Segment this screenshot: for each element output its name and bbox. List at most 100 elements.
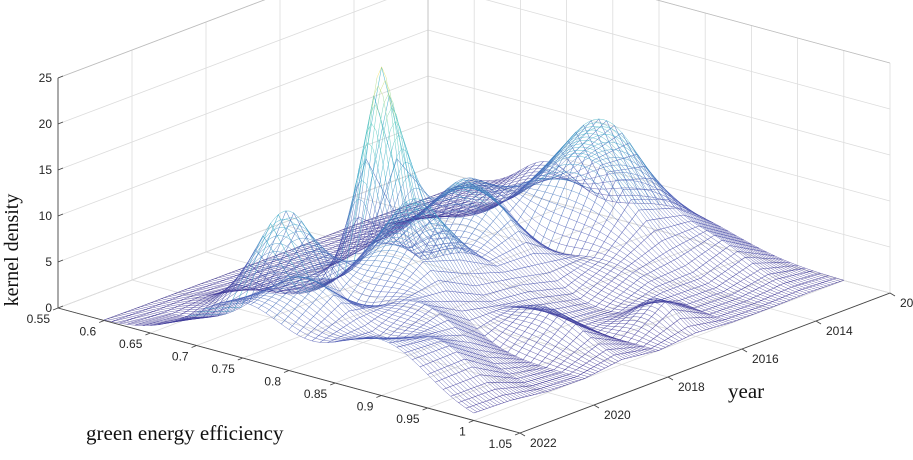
mesh-line-year <box>725 234 731 238</box>
mesh-line-year <box>635 187 641 194</box>
mesh-line-year <box>723 235 729 239</box>
mesh-line-year <box>778 261 784 265</box>
mesh-line-year <box>622 303 628 306</box>
mesh-line-year <box>818 285 824 288</box>
mesh-line-year <box>618 157 624 164</box>
mesh-line-year <box>583 275 589 279</box>
mesh-line-year <box>533 283 539 288</box>
mesh-line-year <box>526 178 532 180</box>
mesh-line-year <box>447 198 452 203</box>
mesh-line-year <box>772 257 778 260</box>
mesh-line-year <box>705 293 711 297</box>
mesh-line-year <box>467 193 473 198</box>
mesh-line-year <box>525 175 531 177</box>
mesh-line-year <box>651 217 657 224</box>
mesh-line-year <box>616 297 622 300</box>
mesh-line-year <box>602 290 608 294</box>
mesh-line-year <box>752 293 757 297</box>
mesh-line-year <box>667 304 673 310</box>
mesh-line-year <box>583 248 589 251</box>
mesh-line-year <box>376 175 382 202</box>
mesh-line-year <box>710 224 715 228</box>
mesh-line-year <box>627 181 633 188</box>
mesh-line-year <box>667 210 673 216</box>
mesh-line-year <box>668 233 674 239</box>
mesh-line-year <box>515 193 521 197</box>
mesh-line-year <box>638 188 644 190</box>
mesh-line-year <box>556 302 562 306</box>
mesh-line-year <box>739 303 745 306</box>
mesh-line-year <box>609 126 615 131</box>
mesh-line-year <box>786 290 791 293</box>
mesh-line-year <box>661 216 667 222</box>
mesh-line-year <box>568 135 574 140</box>
mesh-line-year <box>587 177 593 181</box>
mesh-line-year <box>675 324 680 330</box>
mesh-line-year <box>502 181 507 184</box>
mesh-line-year <box>629 298 635 301</box>
mesh-line-year <box>605 328 611 330</box>
mesh-line-year <box>780 284 786 288</box>
mesh-line-year <box>542 172 547 178</box>
mesh-line-year <box>616 278 622 282</box>
mesh-line-year <box>666 290 672 294</box>
mesh-line-year <box>592 126 598 129</box>
mesh-line-year <box>728 235 734 239</box>
mesh-line-year <box>486 255 492 259</box>
mesh-line-year <box>593 286 599 290</box>
mesh-line-year <box>653 211 659 217</box>
mesh-line-year <box>726 297 731 301</box>
mesh-line-year <box>703 227 709 231</box>
mesh-line-year <box>730 234 736 238</box>
mesh-line-year <box>754 300 760 303</box>
mesh-line-year <box>654 256 660 262</box>
mesh-line-year <box>647 236 653 243</box>
mesh-line-year <box>687 251 693 257</box>
mesh-line-year <box>596 245 601 248</box>
mesh-line-year <box>459 194 465 198</box>
mesh-line-year <box>430 196 436 199</box>
mesh-line-year <box>610 230 616 235</box>
mesh-line-year <box>734 298 739 301</box>
mesh-line-year <box>712 242 718 247</box>
mesh-line-year <box>706 285 712 289</box>
mesh-line-year <box>586 171 592 174</box>
mesh-line-year <box>636 174 641 177</box>
mesh-line-year <box>552 211 557 215</box>
mesh-line-year <box>615 158 621 164</box>
mesh-line-year <box>571 155 576 157</box>
mesh-line-year <box>726 241 732 246</box>
mesh-line-year <box>654 230 660 238</box>
mesh-line-year <box>671 305 677 311</box>
mesh-line-year <box>729 306 735 309</box>
mesh-line-year <box>689 264 695 269</box>
mesh-line-year <box>673 209 679 215</box>
mesh-line-year <box>608 243 614 248</box>
mesh-line-year <box>592 327 598 330</box>
mesh-line-year <box>701 216 707 220</box>
mesh-line-year <box>714 223 720 227</box>
mesh-line-year <box>547 158 553 164</box>
floor-x-gridline <box>288 230 660 371</box>
mesh-line-year <box>680 256 686 261</box>
mesh-line-year <box>779 257 784 261</box>
mesh-line-year <box>461 214 467 216</box>
mesh-line-year <box>709 264 715 269</box>
mesh-line-year <box>656 280 662 284</box>
mesh-line-year <box>437 210 443 212</box>
mesh-line-year <box>617 181 623 188</box>
mesh-line-year <box>596 264 602 268</box>
mesh-line-year <box>758 249 764 253</box>
mesh-line-year <box>654 180 660 188</box>
mesh-line-year <box>543 282 549 287</box>
mesh-line-year <box>523 184 529 189</box>
mesh-line-year <box>655 262 661 268</box>
mesh-line-year <box>668 247 673 254</box>
mesh-line-year <box>565 296 571 301</box>
mesh-line-year <box>783 266 789 270</box>
mesh-line-year <box>669 204 675 210</box>
mesh-line-year <box>739 242 744 246</box>
mesh-line-year <box>654 199 660 206</box>
mesh-line-year <box>559 233 565 237</box>
mesh-line-year <box>589 198 595 203</box>
